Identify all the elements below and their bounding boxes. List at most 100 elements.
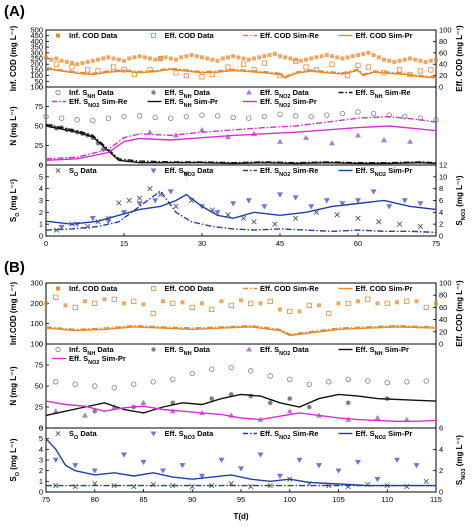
data-point bbox=[262, 54, 267, 59]
data-point bbox=[170, 376, 176, 382]
series-line bbox=[45, 115, 437, 160]
data-point bbox=[140, 459, 147, 466]
data-point bbox=[365, 296, 371, 302]
data-point bbox=[238, 466, 244, 472]
data-point bbox=[384, 300, 390, 306]
series-3 bbox=[45, 68, 437, 79]
data-point bbox=[417, 68, 424, 74]
y-axis-label: Inf. COD (mg L⁻¹) bbox=[9, 25, 18, 91]
data-point bbox=[356, 53, 360, 58]
y2-tick-label: 12 bbox=[439, 161, 447, 170]
data-point bbox=[210, 57, 215, 62]
data-point bbox=[183, 113, 190, 120]
series-1 bbox=[58, 171, 424, 231]
data-point bbox=[428, 67, 434, 73]
data-point bbox=[180, 300, 185, 305]
data-point bbox=[376, 219, 382, 225]
data-point bbox=[261, 204, 268, 210]
data-point bbox=[277, 192, 283, 198]
legend-entry: Eff. SNO2 Data bbox=[246, 345, 310, 357]
x-tick-label: 45 bbox=[276, 239, 284, 248]
data-point bbox=[220, 56, 225, 61]
data-point bbox=[417, 223, 424, 230]
y2-tick-label: 60 bbox=[439, 303, 447, 312]
data-point bbox=[418, 58, 423, 63]
data-point bbox=[105, 115, 112, 121]
legend-entry: Eff. SNH Sim-Pr bbox=[147, 97, 218, 109]
data-point bbox=[167, 189, 174, 195]
y-tick-label: 25 bbox=[35, 403, 43, 412]
data-point bbox=[174, 57, 178, 62]
x-tick-label: 80 bbox=[91, 495, 99, 504]
data-point bbox=[53, 482, 59, 489]
data-point bbox=[394, 457, 400, 463]
legend-entry: Eff. SNH Sim-Re bbox=[338, 88, 411, 100]
data-point bbox=[365, 378, 371, 384]
data-point bbox=[303, 134, 309, 140]
data-point bbox=[199, 112, 205, 118]
data-point bbox=[228, 364, 234, 371]
legend-entry: Eff. SNH Data bbox=[151, 345, 211, 357]
data-point bbox=[292, 215, 299, 221]
data-point bbox=[127, 56, 132, 61]
y-tick-label: 25 bbox=[35, 141, 43, 150]
data-point bbox=[200, 301, 204, 306]
data-point bbox=[314, 55, 319, 60]
data-point bbox=[240, 215, 247, 221]
data-point bbox=[225, 212, 231, 218]
legend-label: Eff. SNO3 Data bbox=[165, 166, 215, 178]
y2-tick-label: 0 bbox=[439, 488, 443, 497]
data-point bbox=[261, 113, 268, 120]
data-point bbox=[309, 56, 314, 61]
series-line bbox=[45, 393, 437, 417]
data-point bbox=[303, 64, 309, 70]
legend-swatch bbox=[151, 90, 156, 95]
series-0 bbox=[53, 186, 424, 233]
y-tick-label: 100 bbox=[30, 319, 43, 328]
data-point bbox=[52, 457, 59, 463]
y-tick-label: 2 bbox=[39, 208, 43, 217]
data-point bbox=[345, 400, 351, 406]
data-point bbox=[150, 379, 156, 385]
data-point bbox=[344, 73, 351, 79]
data-point bbox=[131, 298, 137, 304]
series-line bbox=[45, 66, 437, 78]
data-point bbox=[91, 468, 98, 474]
series-6 bbox=[45, 125, 437, 161]
data-point bbox=[277, 111, 283, 117]
legend-entry: Inf. COD Data bbox=[56, 31, 118, 40]
x-tick-label: 90 bbox=[188, 495, 196, 504]
data-point bbox=[228, 302, 234, 308]
data-point bbox=[153, 57, 158, 62]
data-point bbox=[116, 57, 121, 62]
y2-tick-label: 2 bbox=[439, 466, 443, 475]
data-point bbox=[258, 301, 263, 306]
data-point bbox=[72, 463, 79, 469]
data-point bbox=[245, 198, 252, 204]
legend-label: Eff. SNO2 Sim-Re bbox=[260, 429, 318, 441]
legend-swatch bbox=[151, 33, 156, 38]
y-tick-label: 75 bbox=[35, 361, 43, 370]
legend-label: Eff. COD Sim-Re bbox=[260, 31, 319, 40]
data-point bbox=[90, 58, 95, 63]
data-point bbox=[392, 59, 397, 64]
y2-tick-label: 0 bbox=[439, 83, 443, 92]
data-point bbox=[52, 408, 59, 414]
series-5 bbox=[45, 125, 437, 165]
legend-entry: SO Data bbox=[55, 429, 97, 441]
data-point bbox=[53, 227, 60, 233]
y-tick-label: 200 bbox=[30, 60, 43, 69]
data-point bbox=[53, 61, 60, 67]
data-point bbox=[199, 126, 205, 133]
x-tick-label: 60 bbox=[354, 239, 362, 248]
data-point bbox=[251, 130, 257, 136]
y2-tick-label: 6 bbox=[439, 196, 443, 205]
y2-tick-label: 20 bbox=[439, 327, 447, 336]
y2-axis-label: SNO3 (mg L⁻¹) bbox=[455, 175, 467, 226]
data-point bbox=[374, 477, 381, 483]
data-point bbox=[152, 114, 158, 121]
data-point bbox=[355, 215, 361, 221]
